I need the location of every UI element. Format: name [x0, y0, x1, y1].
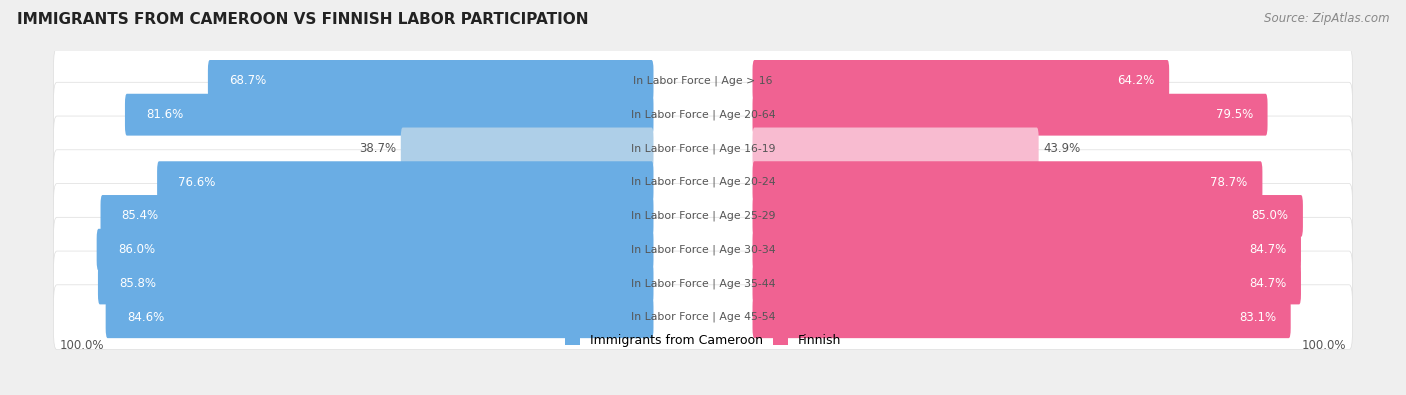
- FancyBboxPatch shape: [53, 116, 1353, 181]
- Text: 84.7%: 84.7%: [1249, 243, 1286, 256]
- Text: In Labor Force | Age 35-44: In Labor Force | Age 35-44: [631, 278, 775, 289]
- FancyBboxPatch shape: [97, 229, 654, 271]
- FancyBboxPatch shape: [53, 285, 1353, 350]
- FancyBboxPatch shape: [53, 150, 1353, 214]
- Text: In Labor Force | Age > 16: In Labor Force | Age > 16: [633, 76, 773, 86]
- FancyBboxPatch shape: [752, 195, 1303, 237]
- FancyBboxPatch shape: [752, 296, 1291, 338]
- FancyBboxPatch shape: [53, 217, 1353, 282]
- Text: 85.0%: 85.0%: [1251, 209, 1288, 222]
- FancyBboxPatch shape: [752, 161, 1263, 203]
- FancyBboxPatch shape: [125, 94, 654, 135]
- FancyBboxPatch shape: [401, 128, 654, 169]
- Text: 38.7%: 38.7%: [359, 142, 396, 155]
- Text: 64.2%: 64.2%: [1116, 74, 1154, 87]
- Legend: Immigrants from Cameroon, Finnish: Immigrants from Cameroon, Finnish: [561, 330, 845, 351]
- Text: 84.7%: 84.7%: [1249, 277, 1286, 290]
- Text: 79.5%: 79.5%: [1216, 108, 1253, 121]
- FancyBboxPatch shape: [752, 229, 1301, 271]
- FancyBboxPatch shape: [100, 195, 654, 237]
- FancyBboxPatch shape: [752, 128, 1039, 169]
- Text: In Labor Force | Age 25-29: In Labor Force | Age 25-29: [631, 211, 775, 221]
- Text: In Labor Force | Age 30-34: In Labor Force | Age 30-34: [631, 245, 775, 255]
- Text: 85.8%: 85.8%: [120, 277, 156, 290]
- Text: In Labor Force | Age 20-64: In Labor Force | Age 20-64: [631, 109, 775, 120]
- FancyBboxPatch shape: [105, 296, 654, 338]
- FancyBboxPatch shape: [53, 184, 1353, 248]
- Text: In Labor Force | Age 45-54: In Labor Force | Age 45-54: [631, 312, 775, 322]
- Text: 83.1%: 83.1%: [1239, 311, 1275, 324]
- Text: 86.0%: 86.0%: [118, 243, 155, 256]
- Text: 100.0%: 100.0%: [60, 339, 104, 352]
- Text: 68.7%: 68.7%: [229, 74, 266, 87]
- FancyBboxPatch shape: [53, 49, 1353, 113]
- FancyBboxPatch shape: [98, 263, 654, 305]
- FancyBboxPatch shape: [157, 161, 654, 203]
- FancyBboxPatch shape: [752, 94, 1268, 135]
- Text: In Labor Force | Age 20-24: In Labor Force | Age 20-24: [631, 177, 775, 188]
- FancyBboxPatch shape: [752, 60, 1170, 102]
- Text: 78.7%: 78.7%: [1211, 176, 1247, 189]
- Text: In Labor Force | Age 16-19: In Labor Force | Age 16-19: [631, 143, 775, 154]
- Text: Source: ZipAtlas.com: Source: ZipAtlas.com: [1264, 12, 1389, 25]
- Text: IMMIGRANTS FROM CAMEROON VS FINNISH LABOR PARTICIPATION: IMMIGRANTS FROM CAMEROON VS FINNISH LABO…: [17, 12, 588, 27]
- Text: 43.9%: 43.9%: [1043, 142, 1080, 155]
- FancyBboxPatch shape: [752, 263, 1301, 305]
- Text: 76.6%: 76.6%: [179, 176, 215, 189]
- Text: 100.0%: 100.0%: [1302, 339, 1346, 352]
- Text: 81.6%: 81.6%: [146, 108, 183, 121]
- Text: 84.6%: 84.6%: [127, 311, 165, 324]
- FancyBboxPatch shape: [53, 251, 1353, 316]
- FancyBboxPatch shape: [53, 82, 1353, 147]
- FancyBboxPatch shape: [208, 60, 654, 102]
- Text: 85.4%: 85.4%: [122, 209, 159, 222]
